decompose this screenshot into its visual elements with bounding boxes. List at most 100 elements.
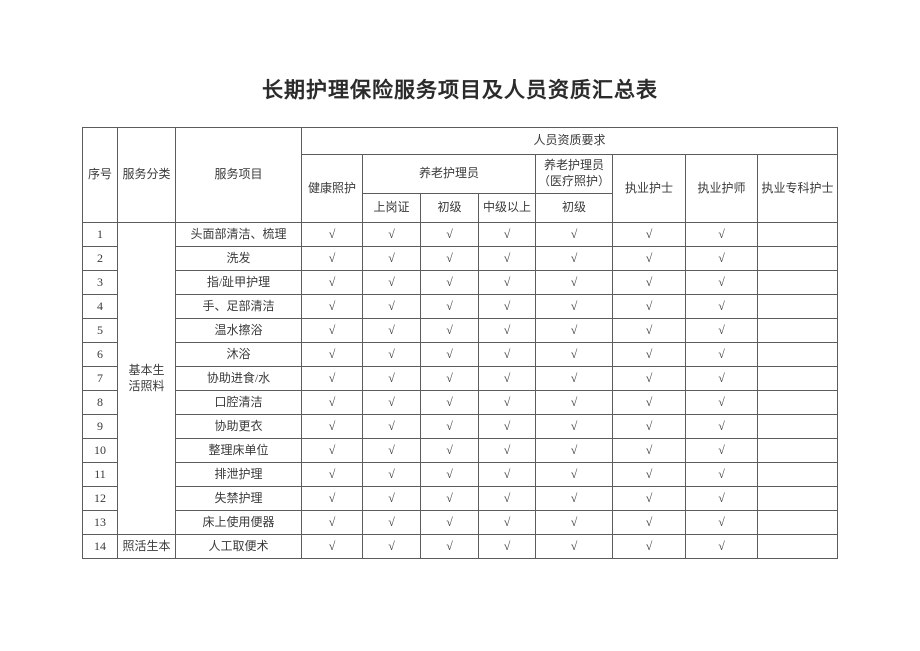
row-seq-cell: 11 [82, 462, 118, 487]
table-row: 8 口腔清洁 √ √ √ √ √ √ √ [82, 390, 839, 415]
check-cell: √ [362, 414, 421, 439]
table-row: 2 洗发 √ √ √ √ √ √ √ [82, 246, 839, 271]
row-seq-cell: 8 [82, 390, 118, 415]
check-cell: √ [301, 486, 363, 511]
check-cell: √ [301, 414, 363, 439]
check-cell: √ [685, 366, 758, 391]
header-junior: 初级 [420, 193, 479, 223]
check-cell: √ [478, 390, 536, 415]
row-seq-cell: 7 [82, 366, 118, 391]
check-cell: √ [301, 342, 363, 367]
empty-check-cell [756, 366, 839, 391]
header-permit: 上岗证 [362, 193, 421, 223]
check-cell: √ [612, 510, 686, 535]
check-cell: √ [301, 222, 363, 247]
table-row: 5 温水擦浴 √ √ √ √ √ √ √ [82, 318, 839, 343]
service-item-cell: 手、足部清洁 [175, 294, 302, 319]
check-cell: √ [362, 486, 421, 511]
empty-check-cell [756, 246, 839, 271]
check-cell: √ [301, 534, 363, 559]
check-cell: √ [612, 246, 686, 271]
check-cell: √ [685, 318, 758, 343]
empty-check-cell [756, 486, 839, 511]
header-mid-above: 中级以上 [478, 193, 536, 223]
empty-check-cell [756, 294, 839, 319]
service-qualification-table: 序号 服务分类 服务项目 人员资质要求 健康照护 养老护理员 养老护理员 （医疗… [82, 127, 839, 559]
check-cell: √ [478, 534, 536, 559]
check-cell: √ [362, 390, 421, 415]
header-row-2: 健康照护 养老护理员 养老护理员 （医疗照护） 执业护士 执业护师 执业专科护士 [83, 154, 839, 223]
check-cell: √ [612, 318, 686, 343]
check-cell: √ [685, 270, 758, 295]
table-row: 4 手、足部清洁 √ √ √ √ √ √ √ [82, 294, 839, 319]
service-item-cell: 洗发 [175, 246, 302, 271]
check-cell: √ [420, 366, 479, 391]
check-cell: √ [535, 366, 613, 391]
check-cell: √ [612, 462, 686, 487]
check-cell: √ [362, 462, 421, 487]
check-cell: √ [301, 462, 363, 487]
empty-check-cell [756, 318, 839, 343]
table-row: 9 协助更衣 √ √ √ √ √ √ √ [82, 414, 839, 439]
header-qualification-group: 人员资质要求 [300, 127, 839, 155]
check-cell: √ [478, 486, 536, 511]
table-row: 14 照活生本 人工取便术 √ √ √ √ √ √ √ [82, 534, 839, 559]
row-seq-cell: 12 [82, 486, 118, 511]
check-cell: √ [301, 318, 363, 343]
service-item-cell: 人工取便术 [175, 534, 302, 559]
header-category: 服务分类 [117, 127, 176, 223]
check-cell: √ [362, 318, 421, 343]
row-seq-cell: 10 [82, 438, 118, 463]
empty-check-cell [756, 462, 839, 487]
check-cell: √ [420, 318, 479, 343]
check-cell: √ [535, 534, 613, 559]
check-cell: √ [535, 486, 613, 511]
check-cell: √ [685, 342, 758, 367]
check-cell: √ [612, 270, 686, 295]
check-cell: √ [535, 270, 613, 295]
table-row: 12 失禁护理 √ √ √ √ √ √ √ [82, 486, 839, 511]
check-cell: √ [535, 510, 613, 535]
check-cell: √ [420, 390, 479, 415]
check-cell: √ [535, 318, 613, 343]
check-cell: √ [535, 246, 613, 271]
service-item-cell: 温水擦浴 [175, 318, 302, 343]
empty-check-cell [756, 342, 839, 367]
row-seq-cell: 3 [82, 270, 118, 295]
check-cell: √ [685, 222, 758, 247]
check-cell: √ [535, 342, 613, 367]
empty-check-cell [756, 534, 839, 559]
check-cell: √ [420, 222, 479, 247]
service-category-cell: 照活生本 [117, 534, 176, 559]
row-seq-cell: 1 [82, 222, 118, 247]
check-cell: √ [535, 414, 613, 439]
check-cell: √ [685, 462, 758, 487]
check-cell: √ [420, 294, 479, 319]
header-licensed-nurse: 执业护士 [612, 154, 686, 223]
service-item-cell: 口腔清洁 [175, 390, 302, 415]
check-cell: √ [685, 438, 758, 463]
check-cell: √ [362, 510, 421, 535]
check-cell: √ [420, 270, 479, 295]
table-row: 13 床上使用便器 √ √ √ √ √ √ √ [82, 510, 839, 535]
row-seq-cell: 2 [82, 246, 118, 271]
check-cell: √ [420, 486, 479, 511]
header-health-care: 健康照护 [301, 154, 363, 223]
check-cell: √ [420, 414, 479, 439]
check-cell: √ [478, 510, 536, 535]
check-cell: √ [362, 366, 421, 391]
check-cell: √ [478, 366, 536, 391]
check-cell: √ [478, 462, 536, 487]
check-cell: √ [612, 222, 686, 247]
service-item-cell: 指/趾甲护理 [175, 270, 302, 295]
check-cell: √ [612, 366, 686, 391]
check-cell: √ [301, 390, 363, 415]
check-cell: √ [301, 270, 363, 295]
check-cell: √ [362, 246, 421, 271]
check-cell: √ [535, 390, 613, 415]
header-elder-care-group: 养老护理员 [362, 154, 536, 194]
check-cell: √ [685, 534, 758, 559]
check-cell: √ [478, 246, 536, 271]
header-seq: 序号 [82, 127, 118, 223]
